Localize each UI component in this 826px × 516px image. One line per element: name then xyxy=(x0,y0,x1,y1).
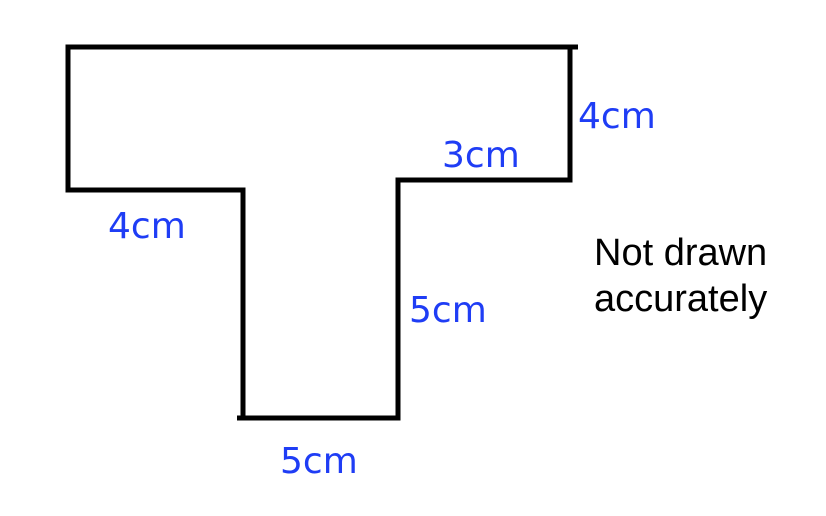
t-shape-outline xyxy=(65,44,573,421)
label-shoulder-right: 3cm xyxy=(442,135,520,176)
label-right-top: 4cm xyxy=(578,96,656,137)
note-line-1: Not drawn xyxy=(594,232,768,274)
label-stem-right: 5cm xyxy=(409,290,487,331)
note-line-2: accurately xyxy=(594,278,768,320)
label-stem-bottom: 5cm xyxy=(280,441,358,482)
not-drawn-note: Not drawn accurately xyxy=(594,230,767,322)
label-shoulder-left: 4cm xyxy=(108,206,186,247)
